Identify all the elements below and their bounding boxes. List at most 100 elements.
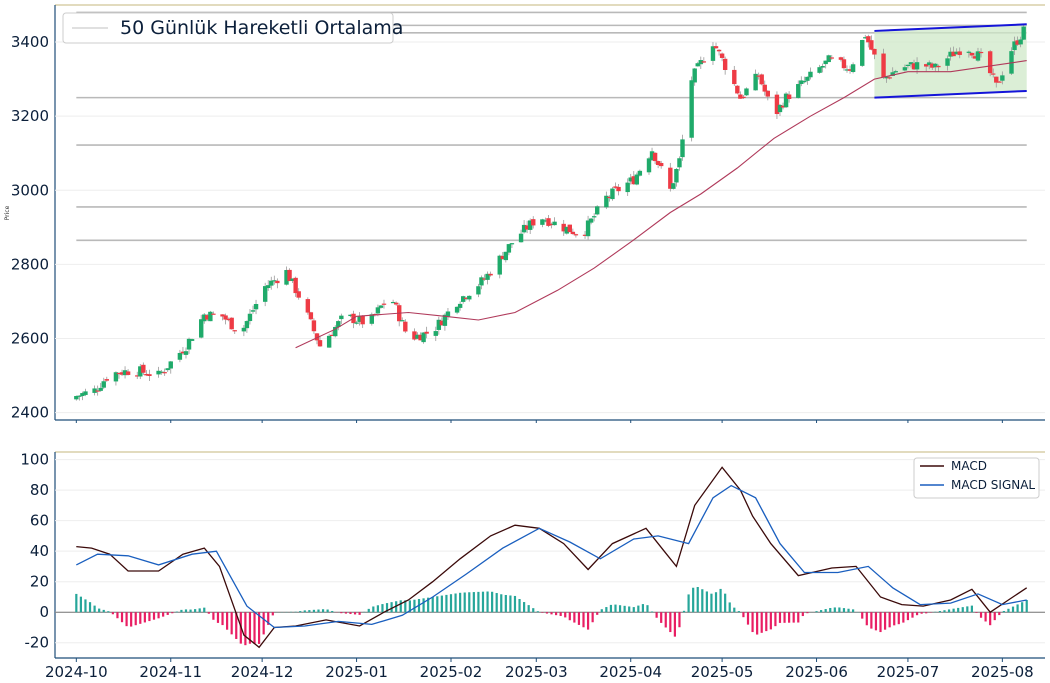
macd-histogram-bar bbox=[979, 612, 983, 618]
candle-body bbox=[902, 67, 908, 71]
macd-histogram-bar bbox=[75, 593, 78, 613]
candle-body bbox=[330, 334, 335, 337]
candle-body bbox=[80, 393, 85, 397]
candle-body bbox=[122, 370, 128, 376]
candle-body bbox=[561, 223, 566, 232]
macd-histogram-bar bbox=[897, 612, 900, 625]
macd-histogram-bar bbox=[399, 600, 402, 613]
macd-histogram-bar bbox=[1016, 604, 1019, 613]
macd-histogram-bar bbox=[692, 587, 695, 613]
candle-body bbox=[844, 69, 850, 71]
macd-histogram-bar bbox=[879, 612, 882, 633]
candle-body bbox=[893, 71, 898, 73]
candle-body bbox=[156, 370, 161, 375]
candle-body bbox=[607, 196, 612, 199]
macd-histogram-bar bbox=[212, 612, 215, 620]
candle-body bbox=[433, 331, 438, 336]
macd-histogram-bar bbox=[984, 612, 987, 622]
macd-histogram-bar bbox=[235, 612, 238, 639]
candle-body bbox=[168, 361, 173, 369]
macd-histogram-bar bbox=[194, 609, 197, 613]
candle-body bbox=[1000, 75, 1005, 81]
candle-body bbox=[905, 64, 911, 67]
candle-body bbox=[680, 139, 685, 158]
macd-histogram-bar bbox=[171, 612, 174, 614]
x-tick-label: 2024-11 bbox=[139, 663, 202, 681]
macd-histogram-bar bbox=[198, 608, 201, 613]
candle-body bbox=[308, 312, 314, 320]
candle-body bbox=[360, 315, 365, 325]
candle-body bbox=[808, 71, 813, 78]
macd-histogram-bar bbox=[408, 600, 411, 613]
macd-histogram-bar bbox=[815, 611, 818, 613]
macd-histogram-bar bbox=[427, 597, 430, 613]
candle-body bbox=[479, 277, 484, 286]
candle-body bbox=[1018, 39, 1023, 45]
candle-body bbox=[244, 321, 250, 329]
macd-histogram-bar bbox=[93, 605, 96, 613]
candle-body bbox=[186, 338, 192, 350]
candle-body bbox=[162, 372, 167, 374]
candle-body bbox=[610, 188, 615, 200]
candle-body bbox=[147, 374, 152, 377]
macd-histogram-bar bbox=[331, 610, 334, 613]
candle-body bbox=[381, 303, 387, 305]
candle-body bbox=[476, 286, 481, 295]
candle-body bbox=[573, 234, 579, 236]
macd-histogram-bar bbox=[527, 605, 530, 613]
candle-body bbox=[442, 314, 448, 326]
candle-body bbox=[464, 297, 469, 299]
candle-body bbox=[317, 340, 323, 347]
price-panel: 2400 2600 2800 3000 3200 3400 Price bbox=[4, 4, 1045, 423]
macd-histogram-bar bbox=[1025, 600, 1028, 613]
macd-histogram-bar bbox=[783, 612, 786, 623]
candle-body bbox=[439, 320, 445, 326]
candle-body bbox=[165, 368, 170, 371]
candle-body bbox=[354, 322, 359, 324]
candle-body bbox=[777, 104, 783, 113]
macd-histogram-bar bbox=[79, 596, 82, 613]
candle-body bbox=[503, 251, 509, 261]
macd-histogram-bar bbox=[938, 611, 942, 613]
macd-histogram-bar bbox=[349, 612, 352, 615]
macd-histogram-bar bbox=[248, 612, 252, 644]
candle-body bbox=[838, 57, 844, 60]
macd-histogram-bar bbox=[111, 612, 114, 615]
macd-histogram-bar bbox=[130, 612, 133, 627]
macd-histogram-bar bbox=[760, 612, 763, 633]
candle-body bbox=[220, 314, 225, 317]
candle-body bbox=[348, 314, 353, 317]
macd-histogram-bar bbox=[573, 612, 576, 623]
macd-histogram-bar bbox=[344, 612, 348, 614]
candle-body bbox=[753, 73, 758, 91]
candle-body bbox=[948, 51, 953, 57]
candle-body bbox=[972, 56, 978, 59]
macd-histogram-bar bbox=[536, 611, 539, 613]
macd-histogram-bar bbox=[372, 606, 375, 613]
candle-body bbox=[138, 366, 143, 377]
macd-histogram-bar bbox=[454, 593, 457, 613]
candle-body bbox=[741, 96, 746, 98]
macd-histogram-bar bbox=[513, 595, 517, 613]
macd-histogram-bar bbox=[1007, 608, 1010, 613]
macd-histogram-bar bbox=[655, 612, 658, 618]
macd-histogram-bar bbox=[226, 612, 229, 630]
candle-body bbox=[722, 58, 728, 70]
macd-histogram-bar bbox=[88, 602, 92, 613]
candle-body bbox=[272, 280, 277, 282]
candle-body bbox=[668, 167, 673, 189]
candle-body bbox=[847, 69, 853, 71]
candle-body bbox=[275, 280, 280, 284]
candle-body bbox=[74, 396, 79, 400]
macd-histogram-bar bbox=[189, 609, 192, 613]
candle-body bbox=[738, 94, 743, 99]
macd-histogram-bar bbox=[961, 607, 964, 613]
macd-histogram-bar bbox=[669, 612, 672, 633]
price-y-tick-label: 3000 bbox=[11, 181, 49, 199]
macd-histogram-bar bbox=[107, 611, 110, 613]
macd-histogram-bar bbox=[495, 593, 498, 613]
price-y-tick-label: 3400 bbox=[11, 33, 49, 51]
macd-histogram-bar bbox=[550, 612, 553, 615]
macd-histogram-bar bbox=[568, 612, 571, 621]
macd-histogram-bar bbox=[586, 612, 590, 630]
